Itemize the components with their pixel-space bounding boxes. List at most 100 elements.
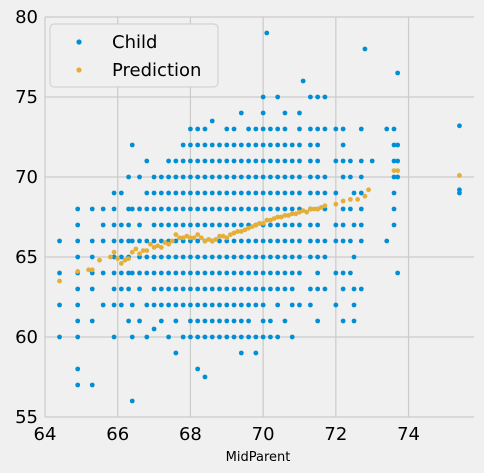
child-point-125 <box>180 190 186 196</box>
child-point-95 <box>166 302 172 308</box>
child-point-324 <box>282 158 288 164</box>
child-point-181 <box>209 206 215 212</box>
child-point-399 <box>340 174 346 180</box>
child-point-405 <box>347 206 353 212</box>
child-point-240 <box>238 158 244 164</box>
child-point-300 <box>268 126 273 132</box>
child-point-421 <box>358 126 364 132</box>
child-point-384 <box>322 126 328 132</box>
child-point-116 <box>173 158 179 164</box>
child-point-299 <box>268 142 273 148</box>
child-point-36 <box>118 302 124 308</box>
child-point-263 <box>253 238 259 244</box>
child-point-97 <box>166 270 172 276</box>
child-point-148 <box>195 270 201 276</box>
x-tick-labels: 64 66 68 70 72 74 <box>34 424 420 445</box>
child-point-192 <box>217 254 222 260</box>
prediction-point-35 <box>217 233 222 239</box>
child-point-12 <box>75 238 81 244</box>
child-point-50 <box>126 174 132 180</box>
child-point-175 <box>209 302 215 308</box>
child-point-4 <box>75 382 81 388</box>
child-point-136 <box>188 222 193 228</box>
child-point-6 <box>75 334 81 340</box>
child-point-292 <box>268 254 273 260</box>
child-point-432 <box>391 126 397 132</box>
child-point-382 <box>322 190 328 196</box>
child-point-285 <box>260 110 266 116</box>
child-point-330 <box>289 286 295 292</box>
child-point-44 <box>126 286 132 292</box>
child-point-367 <box>315 270 321 276</box>
child-point-26 <box>100 206 106 212</box>
child-point-398 <box>340 206 346 212</box>
child-point-351 <box>297 110 302 116</box>
child-point-280 <box>260 190 266 196</box>
prediction-point-25 <box>180 235 186 241</box>
prediction-point-33 <box>209 238 215 244</box>
child-point-418 <box>358 190 364 196</box>
prediction-point-55 <box>289 211 295 217</box>
child-point-340 <box>297 302 302 308</box>
y-tick-labels: 55 60 65 70 75 80 <box>15 7 38 428</box>
child-point-293 <box>268 238 273 244</box>
child-point-183 <box>209 174 215 180</box>
child-point-91 <box>158 206 164 212</box>
child-point-331 <box>289 270 295 276</box>
child-point-281 <box>260 174 266 180</box>
child-point-363 <box>308 126 313 132</box>
prediction-point-13 <box>137 251 142 257</box>
prediction-point-7 <box>115 256 121 261</box>
child-point-58 <box>137 318 142 324</box>
prediction-point-34 <box>213 237 219 242</box>
prediction-point-66 <box>340 198 346 204</box>
child-point-284 <box>260 126 266 132</box>
prediction-point-60 <box>308 206 313 212</box>
child-point-90 <box>158 222 164 228</box>
child-point-199 <box>217 142 222 148</box>
child-point-220 <box>231 238 237 244</box>
child-point-186 <box>209 118 215 124</box>
prediction-point-56 <box>293 211 299 217</box>
child-point-45 <box>126 270 132 276</box>
child-point-150 <box>195 238 201 244</box>
prediction-point-61 <box>311 206 317 212</box>
prediction-point-57 <box>297 209 302 215</box>
child-point-424 <box>384 238 390 244</box>
child-point-222 <box>231 206 237 212</box>
child-point-216 <box>231 302 237 308</box>
x-tick-label-2: 68 <box>179 424 202 445</box>
child-point-305 <box>275 254 281 260</box>
prediction-point-73 <box>457 173 462 178</box>
child-point-355 <box>308 254 313 260</box>
child-point-160 <box>202 318 208 324</box>
child-point-322 <box>282 190 288 196</box>
child-point-173 <box>209 334 215 340</box>
child-point-107 <box>173 302 179 308</box>
child-point-203 <box>224 286 230 292</box>
child-point-314 <box>275 94 281 100</box>
prediction-point-16 <box>148 241 153 247</box>
child-point-317 <box>282 270 288 276</box>
child-point-387 <box>333 238 339 244</box>
child-point-362 <box>308 142 313 148</box>
child-point-103 <box>166 174 172 180</box>
child-point-369 <box>315 238 321 244</box>
child-point-428 <box>391 190 397 196</box>
child-point-144 <box>195 334 201 340</box>
child-point-246 <box>246 286 251 292</box>
child-point-272 <box>260 318 266 324</box>
child-point-296 <box>268 190 273 196</box>
child-point-92 <box>158 190 164 196</box>
child-point-413 <box>351 190 357 196</box>
child-point-161 <box>202 302 208 308</box>
child-point-354 <box>308 286 313 292</box>
prediction-point-0 <box>57 278 62 284</box>
child-point-65 <box>137 174 142 180</box>
child-point-217 <box>231 286 237 292</box>
prediction-point-37 <box>224 235 230 241</box>
child-point-321 <box>282 206 288 212</box>
legend-label-child: Child <box>112 32 157 53</box>
child-point-96 <box>166 286 172 292</box>
child-point-184 <box>209 158 215 164</box>
